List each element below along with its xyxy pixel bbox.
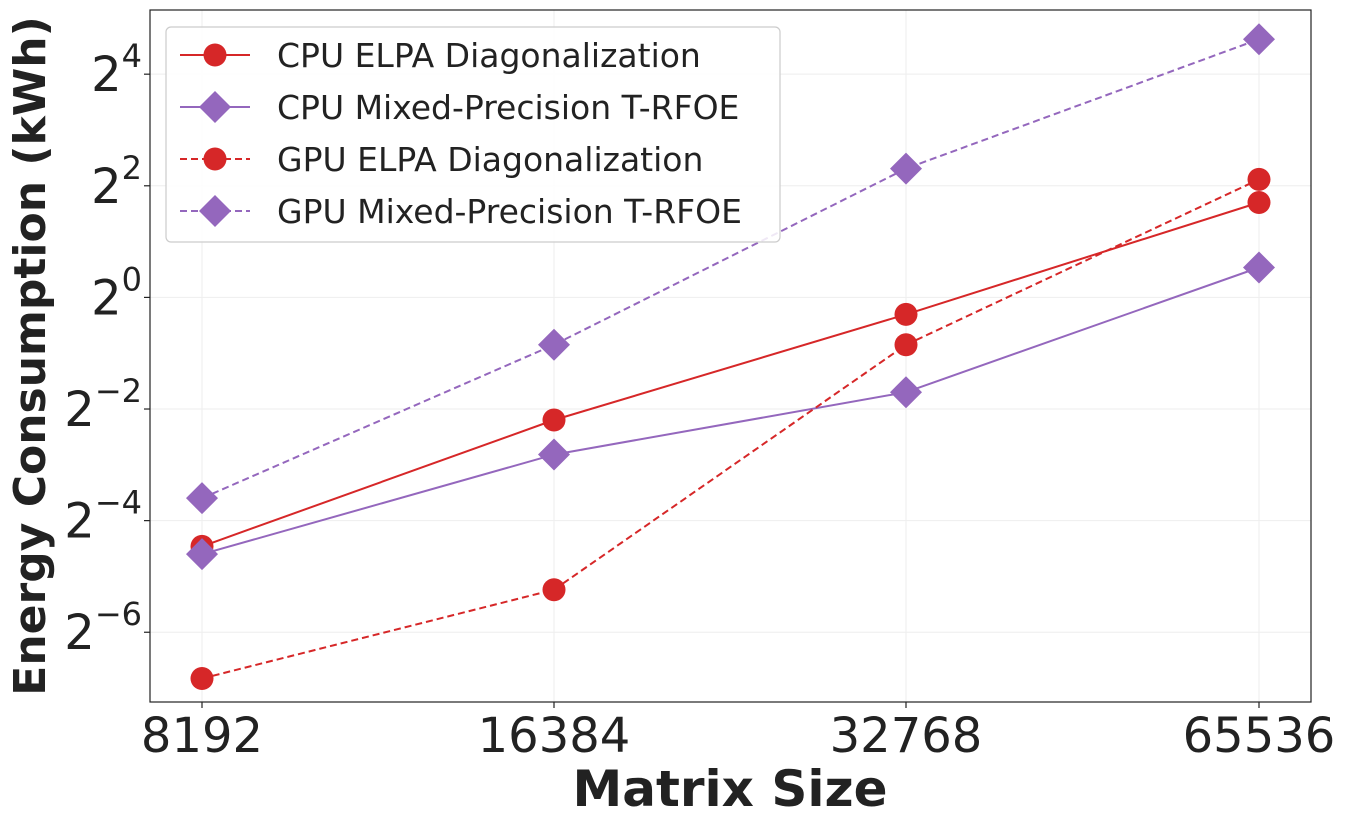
data-point — [542, 578, 566, 602]
y-tick-label: 24 — [91, 37, 142, 103]
data-point — [890, 376, 922, 409]
legend-item: CPU ELPA Diagonalization — [180, 36, 701, 75]
data-point — [894, 302, 918, 326]
series-line — [201, 266, 1260, 556]
y-axis-title: Energy Consumption (kWh) — [5, 16, 56, 695]
x-tick-label: 16384 — [478, 708, 631, 764]
data-point — [1243, 251, 1275, 284]
legend-label: CPU ELPA Diagonalization — [277, 36, 701, 75]
x-axis-title: Matrix Size — [572, 760, 887, 818]
data-point — [1243, 23, 1275, 56]
x-tick-label: 8192 — [141, 708, 263, 764]
legend-marker — [203, 43, 227, 67]
plot-frame — [149, 9, 1312, 703]
y-tick-label: 22 — [91, 149, 142, 215]
data-point — [186, 482, 218, 515]
y-tick-label: 2−6 — [64, 595, 142, 661]
y-axis-ticks: 2−6 2−4 2−2 20 22 24 — [64, 37, 150, 661]
y-tick-label: 2−2 — [64, 372, 142, 438]
series-3 — [190, 167, 1271, 690]
x-axis-ticks: 8192 16384 32768 65536 — [141, 702, 1335, 764]
series-2 — [186, 251, 1275, 571]
legend-item: GPU ELPA Diagonalization — [180, 140, 703, 179]
legend: CPU ELPA Diagonalization CPU Mixed-Precis… — [165, 26, 781, 243]
x-tick-label: 65536 — [1183, 708, 1336, 764]
y-tick-label: 2−4 — [64, 484, 142, 550]
legend-marker — [199, 91, 231, 123]
x-tick-label: 32768 — [830, 708, 983, 764]
y-tick-label: 20 — [91, 260, 142, 326]
data-point — [186, 538, 218, 571]
data-point — [1247, 191, 1271, 215]
series-4 — [186, 23, 1275, 515]
series-1 — [190, 191, 1271, 558]
data-point — [538, 328, 570, 361]
data-point — [890, 152, 922, 185]
legend-item: CPU Mixed-Precision T-RFOE — [180, 88, 739, 127]
series-layer — [186, 23, 1275, 690]
legend-marker — [203, 147, 227, 171]
data-point — [894, 333, 918, 357]
legend-item: GPU Mixed-Precision T-RFOE — [180, 192, 742, 231]
legend-label: GPU Mixed-Precision T-RFOE — [277, 192, 742, 231]
series-line — [201, 38, 1260, 500]
series-line — [201, 201, 1260, 548]
legend-label: CPU Mixed-Precision T-RFOE — [277, 88, 739, 127]
data-point — [538, 438, 570, 471]
data-point — [190, 666, 214, 690]
data-point — [542, 408, 566, 432]
legend-label: GPU ELPA Diagonalization — [277, 140, 703, 179]
legend-marker — [199, 195, 231, 227]
series-line — [201, 178, 1260, 680]
data-point — [1247, 167, 1271, 191]
legend-items: CPU ELPA Diagonalization CPU Mixed-Precis… — [180, 36, 742, 231]
legend-box — [165, 26, 781, 243]
